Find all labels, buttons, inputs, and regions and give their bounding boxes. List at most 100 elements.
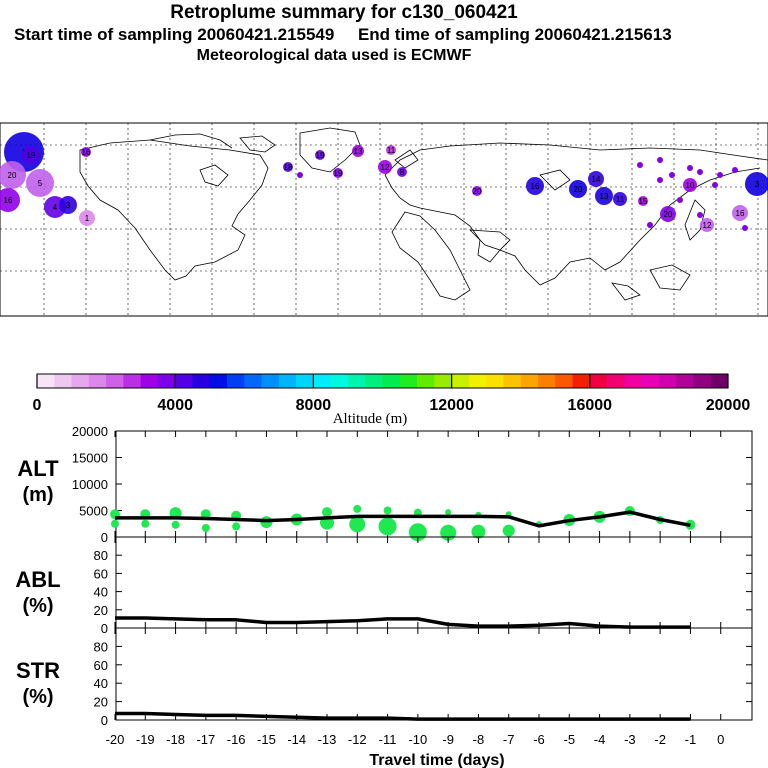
plume-day-label: 19 bbox=[316, 151, 325, 160]
colorbar-cell bbox=[641, 374, 660, 388]
map-graticule bbox=[0, 123, 768, 316]
panel-label: ALT bbox=[17, 456, 59, 481]
panel-frame bbox=[115, 627, 753, 721]
y-tick-label: 10000 bbox=[72, 477, 108, 492]
colorbar-cell bbox=[261, 374, 280, 388]
plume-day-label: 19 bbox=[334, 169, 343, 178]
y-tick-label: 20000 bbox=[72, 424, 108, 439]
track-marker bbox=[697, 212, 703, 218]
panel-unit: (%) bbox=[22, 686, 53, 708]
plume-marker bbox=[0, 188, 20, 212]
x-tick-label: -6 bbox=[533, 732, 545, 747]
x-tick-label: 0 bbox=[717, 732, 724, 747]
plume-marker bbox=[397, 167, 407, 177]
x-tick-label: -5 bbox=[564, 732, 576, 747]
series-line bbox=[115, 616, 691, 629]
x-tick-label: -9 bbox=[442, 732, 454, 747]
track-marker bbox=[732, 167, 738, 173]
x-tick-label: -3 bbox=[624, 732, 636, 747]
altitude-point bbox=[232, 522, 241, 531]
colorbar-tick-label: 20000 bbox=[706, 397, 751, 414]
x-tick-label: -17 bbox=[196, 732, 215, 747]
colorbar-cell bbox=[365, 374, 383, 388]
plume-marker bbox=[588, 171, 604, 187]
plume-marker bbox=[526, 177, 544, 195]
colorbar-cell bbox=[486, 374, 504, 388]
plume-day-label: 19 bbox=[27, 151, 36, 160]
track-marker bbox=[637, 162, 643, 168]
x-tick-label: -19 bbox=[136, 732, 155, 747]
plume-marker bbox=[745, 172, 768, 196]
colorbar-cell bbox=[676, 374, 694, 388]
x-tick-label: -15 bbox=[257, 732, 276, 747]
plume-day-label: 3 bbox=[755, 180, 760, 189]
plume-marker bbox=[283, 162, 293, 172]
plume-marker bbox=[700, 218, 714, 232]
colorbar-cell bbox=[693, 374, 712, 388]
plume-day-label: 20 bbox=[473, 187, 482, 196]
altitude-point bbox=[353, 504, 362, 513]
y-tick-label: 40 bbox=[94, 585, 108, 600]
plume-day-label: 3 bbox=[66, 201, 71, 210]
plume-day-label: 16 bbox=[82, 148, 91, 157]
plume-day-label: 18 bbox=[284, 163, 293, 172]
track-marker bbox=[742, 225, 748, 231]
altitude-colorbar: 0 4000 8000 12000 16000 20000 Altitude (m) bbox=[33, 373, 751, 427]
panel-unit: (m) bbox=[22, 484, 53, 506]
map-panel: 1192051643116181211813191920162014131115… bbox=[0, 122, 768, 317]
colorbar-cell bbox=[382, 374, 401, 388]
track-marker bbox=[697, 169, 703, 175]
track-marker bbox=[669, 172, 675, 178]
plume-marker bbox=[315, 150, 325, 160]
colorbar-tick-label: 12000 bbox=[429, 397, 474, 414]
altitude-point bbox=[141, 519, 150, 528]
colorbar-cell bbox=[347, 374, 366, 388]
colorbar-cell bbox=[537, 374, 556, 388]
track-marker bbox=[677, 197, 683, 203]
colorbar-cell bbox=[157, 374, 176, 388]
plume-day-label: 14 bbox=[592, 175, 601, 184]
colorbar-cell bbox=[624, 374, 642, 388]
plume-day-label: 16 bbox=[531, 182, 540, 191]
colorbar-cell bbox=[140, 374, 159, 388]
plume-day-label: 8 bbox=[400, 168, 405, 177]
y-tick-label: 60 bbox=[94, 566, 108, 581]
y-tick-label: 80 bbox=[94, 548, 108, 563]
plume-day-label: 13 bbox=[354, 147, 363, 156]
x-tick-label: -10 bbox=[408, 732, 427, 747]
panel-frame bbox=[115, 536, 753, 629]
plume-day-label: 1 bbox=[85, 214, 90, 223]
altitude-point bbox=[111, 519, 119, 528]
panel-label: STR bbox=[16, 658, 60, 683]
plume-marker bbox=[732, 205, 748, 221]
plume-marker bbox=[569, 180, 587, 198]
colorbar-cell bbox=[451, 374, 470, 388]
plume-marker bbox=[333, 168, 343, 178]
track-marker bbox=[687, 165, 693, 171]
time-series-panels: 0 5000 10000 15000 20000 ALT (m) 0 20 40 60 80 ABL (%… bbox=[15, 424, 753, 747]
colorbar-cell bbox=[227, 374, 245, 388]
colorbar-cell bbox=[209, 374, 228, 388]
colorbar-tick-label: 0 bbox=[33, 397, 42, 414]
altitude-point bbox=[322, 507, 332, 518]
colorbar-cell bbox=[123, 374, 141, 388]
colorbar-cell bbox=[192, 374, 211, 388]
y-tick-label: 0 bbox=[101, 621, 108, 636]
colorbar-ticks: 0 4000 8000 12000 16000 20000 bbox=[33, 374, 751, 414]
x-tick-label: -14 bbox=[287, 732, 306, 747]
x-tick-label: -13 bbox=[318, 732, 337, 747]
plume-day-label: 20 bbox=[664, 210, 673, 219]
met-data-line: Meteorological data used is ECMWF bbox=[196, 47, 472, 64]
altitude-point bbox=[201, 523, 210, 532]
y-tick-label: 60 bbox=[94, 658, 108, 673]
colorbar-cell bbox=[555, 374, 573, 388]
y-tick-label: 40 bbox=[94, 676, 108, 691]
y-tick-label: 20 bbox=[94, 695, 108, 710]
chart-title: Retroplume summary for c130_060421 bbox=[170, 2, 518, 23]
altitude-point bbox=[349, 516, 366, 533]
plume-day-label: 12 bbox=[703, 221, 712, 230]
y-tick-label: 5000 bbox=[79, 504, 108, 519]
x-tick-label: -1 bbox=[685, 732, 697, 747]
